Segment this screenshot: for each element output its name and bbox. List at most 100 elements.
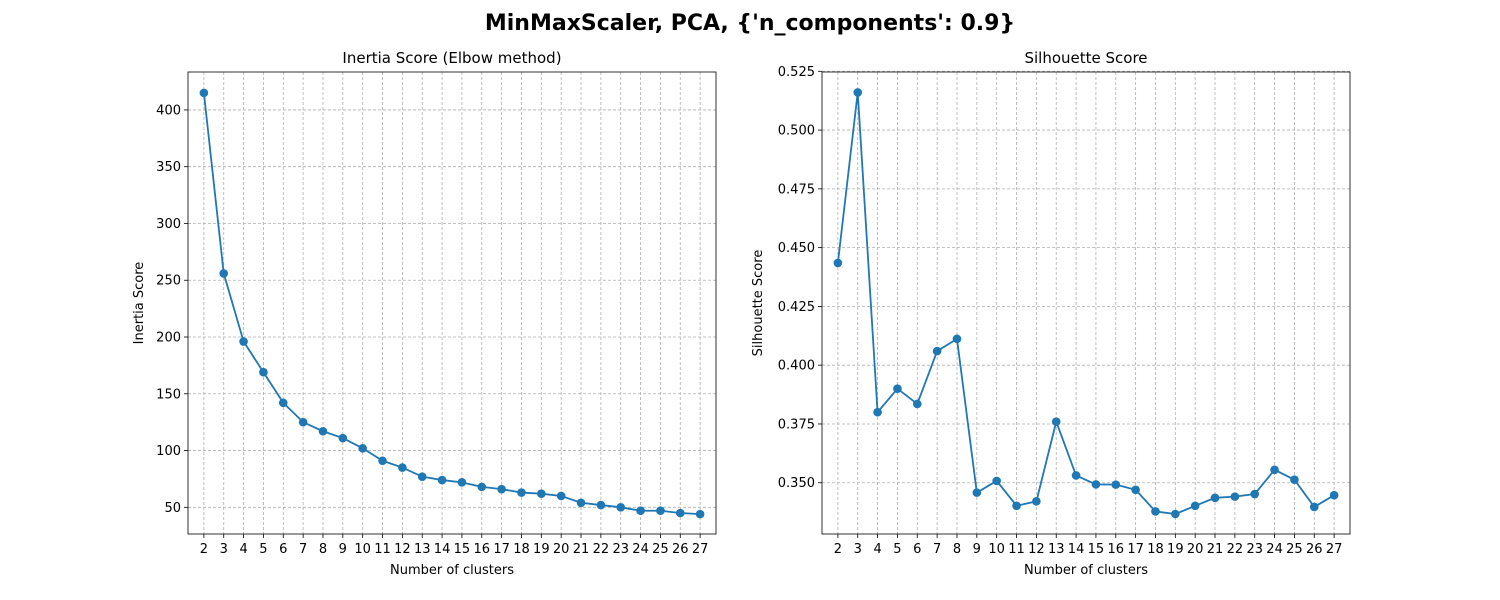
silhouette-x-tick-label: 10 (988, 542, 1005, 557)
inertia-x-tick-label: 9 (339, 542, 347, 557)
silhouette-x-tick-label: 6 (913, 542, 921, 557)
inertia-x-tick-label: 15 (454, 542, 471, 557)
silhouette-x-tick-label: 8 (953, 542, 961, 557)
silhouette-y-tick-label: 0.500 (778, 124, 815, 139)
inertia-y-tick-label: 50 (164, 501, 181, 516)
silhouette-y-tick-label: 0.425 (778, 300, 815, 315)
silhouette-data-point (1032, 497, 1041, 506)
inertia-x-axis-label: Number of clusters (390, 563, 514, 578)
inertia-x-tick-label: 13 (414, 542, 431, 557)
inertia-x-tick-label: 26 (672, 542, 689, 557)
silhouette-data-point (873, 407, 882, 417)
inertia-x-tick-label: 5 (259, 542, 267, 557)
inertia-data-point (278, 398, 288, 408)
silhouette-x-tick-label: 20 (1187, 542, 1204, 557)
silhouette-x-tick-label: 24 (1266, 542, 1283, 557)
inertia-data-point (199, 88, 209, 98)
inertia-x-tick-label: 18 (513, 542, 530, 557)
inertia-data-point (517, 488, 526, 497)
inertia-data-point (378, 456, 387, 466)
silhouette-x-tick-label: 11 (1008, 542, 1025, 557)
silhouette-data-point (1290, 475, 1299, 484)
silhouette-x-tick-label: 13 (1048, 542, 1065, 557)
silhouette-x-tick-label: 21 (1207, 542, 1224, 557)
inertia-data-point (497, 484, 506, 494)
inertia-x-tick-label: 24 (632, 542, 649, 557)
inertia-data-point (675, 508, 685, 518)
silhouette-data-point (1230, 492, 1240, 501)
inertia-x-tick-label: 25 (652, 542, 669, 557)
inertia-x-tick-label: 2 (200, 542, 208, 557)
inertia-x-tick-label: 17 (493, 542, 510, 557)
inertia-x-tick-label: 7 (299, 542, 307, 557)
inertia-data-point (318, 426, 328, 436)
figure-suptitle: MinMaxScaler, PCA, {'n_components': 0.9} (485, 11, 1015, 36)
silhouette-plot-frame (821, 71, 1351, 535)
inertia-data-point (437, 475, 447, 485)
silhouette-data-point (1151, 507, 1160, 516)
silhouette-data-point (833, 258, 843, 268)
silhouette-data-point (893, 384, 902, 393)
inertia-data-point (219, 269, 229, 278)
inertia-data-point (259, 367, 268, 377)
silhouette-data-point (1270, 465, 1279, 475)
silhouette-y-tick-label: 0.475 (778, 182, 815, 197)
inertia-data-point (556, 491, 566, 501)
silhouette-series-line (836, 92, 1335, 515)
silhouette-x-tick-label: 12 (1028, 542, 1045, 557)
inertia-data-point (695, 509, 705, 519)
silhouette-x-tick-label: 14 (1068, 542, 1085, 557)
inertia-data-point (417, 472, 427, 481)
silhouette-x-tick-label: 15 (1088, 542, 1105, 557)
silhouette-data-point (952, 334, 962, 344)
silhouette-y-tick-label: 0.375 (778, 417, 815, 432)
silhouette-x-tick-label: 18 (1147, 542, 1164, 557)
inertia-chart-title: Inertia Score (Elbow method) (342, 49, 561, 67)
inertia-x-tick-label: 4 (239, 542, 247, 557)
silhouette-x-tick-label: 3 (854, 542, 862, 557)
silhouette-data-point (1091, 480, 1101, 489)
silhouette-data-point (1051, 417, 1061, 426)
inertia-x-tick-label: 10 (354, 542, 371, 557)
inertia-x-tick-label: 8 (319, 542, 327, 557)
inertia-y-tick-label: 150 (156, 387, 181, 402)
silhouette-data-point (1309, 502, 1319, 512)
inertia-x-tick-label: 6 (279, 542, 287, 557)
silhouette-data-point (853, 88, 863, 97)
inertia-y-tick-label: 100 (156, 444, 181, 459)
silhouette-x-tick-label: 4 (873, 542, 881, 557)
inertia-data-point (576, 498, 586, 508)
silhouette-data-point (1071, 471, 1081, 480)
inertia-chart: 2 3 4 5 6 7 8 9 10 11 12 13 14 15 16 17 18 19 20 21 22 23 24 25… (132, 49, 717, 578)
silhouette-x-tick-label: 26 (1306, 542, 1323, 557)
inertia-x-tick-label: 23 (612, 542, 629, 557)
inertia-data-point (477, 482, 487, 492)
inertia-data-point (358, 443, 367, 453)
inertia-data-point (298, 417, 308, 427)
silhouette-data-point (1012, 501, 1021, 511)
silhouette-x-tick-label: 2 (834, 542, 842, 557)
silhouette-data-point (912, 399, 922, 409)
silhouette-x-tick-label: 17 (1127, 542, 1144, 557)
silhouette-data-point (932, 346, 942, 356)
silhouette-data-point (1210, 493, 1220, 503)
inertia-x-tick-label: 21 (573, 542, 590, 557)
silhouette-data-point (992, 476, 1001, 486)
inertia-data-point (656, 506, 665, 516)
silhouette-data-point (1250, 489, 1260, 499)
inertia-data-point (398, 463, 407, 472)
silhouette-x-tick-label: 9 (973, 542, 981, 557)
silhouette-y-axis-label: Silhouette Score (751, 250, 766, 357)
inertia-x-tick-label: 19 (533, 542, 550, 557)
silhouette-data-point (972, 488, 982, 497)
silhouette-x-tick-label: 7 (933, 542, 941, 557)
inertia-x-tick-label: 11 (374, 542, 391, 557)
inertia-data-point (457, 478, 467, 487)
silhouette-y-tick-label: 0.525 (778, 65, 815, 80)
inertia-x-tick-label: 12 (394, 542, 411, 557)
inertia-x-tick-label: 22 (593, 542, 610, 557)
silhouette-x-tick-label: 22 (1227, 542, 1244, 557)
silhouette-chart: 2 3 4 5 6 7 8 9 10 11 12 13 14 15 16 17 18 19 20 21 22 23 24 25… (751, 49, 1351, 578)
silhouette-x-tick-label: 23 (1246, 542, 1263, 557)
